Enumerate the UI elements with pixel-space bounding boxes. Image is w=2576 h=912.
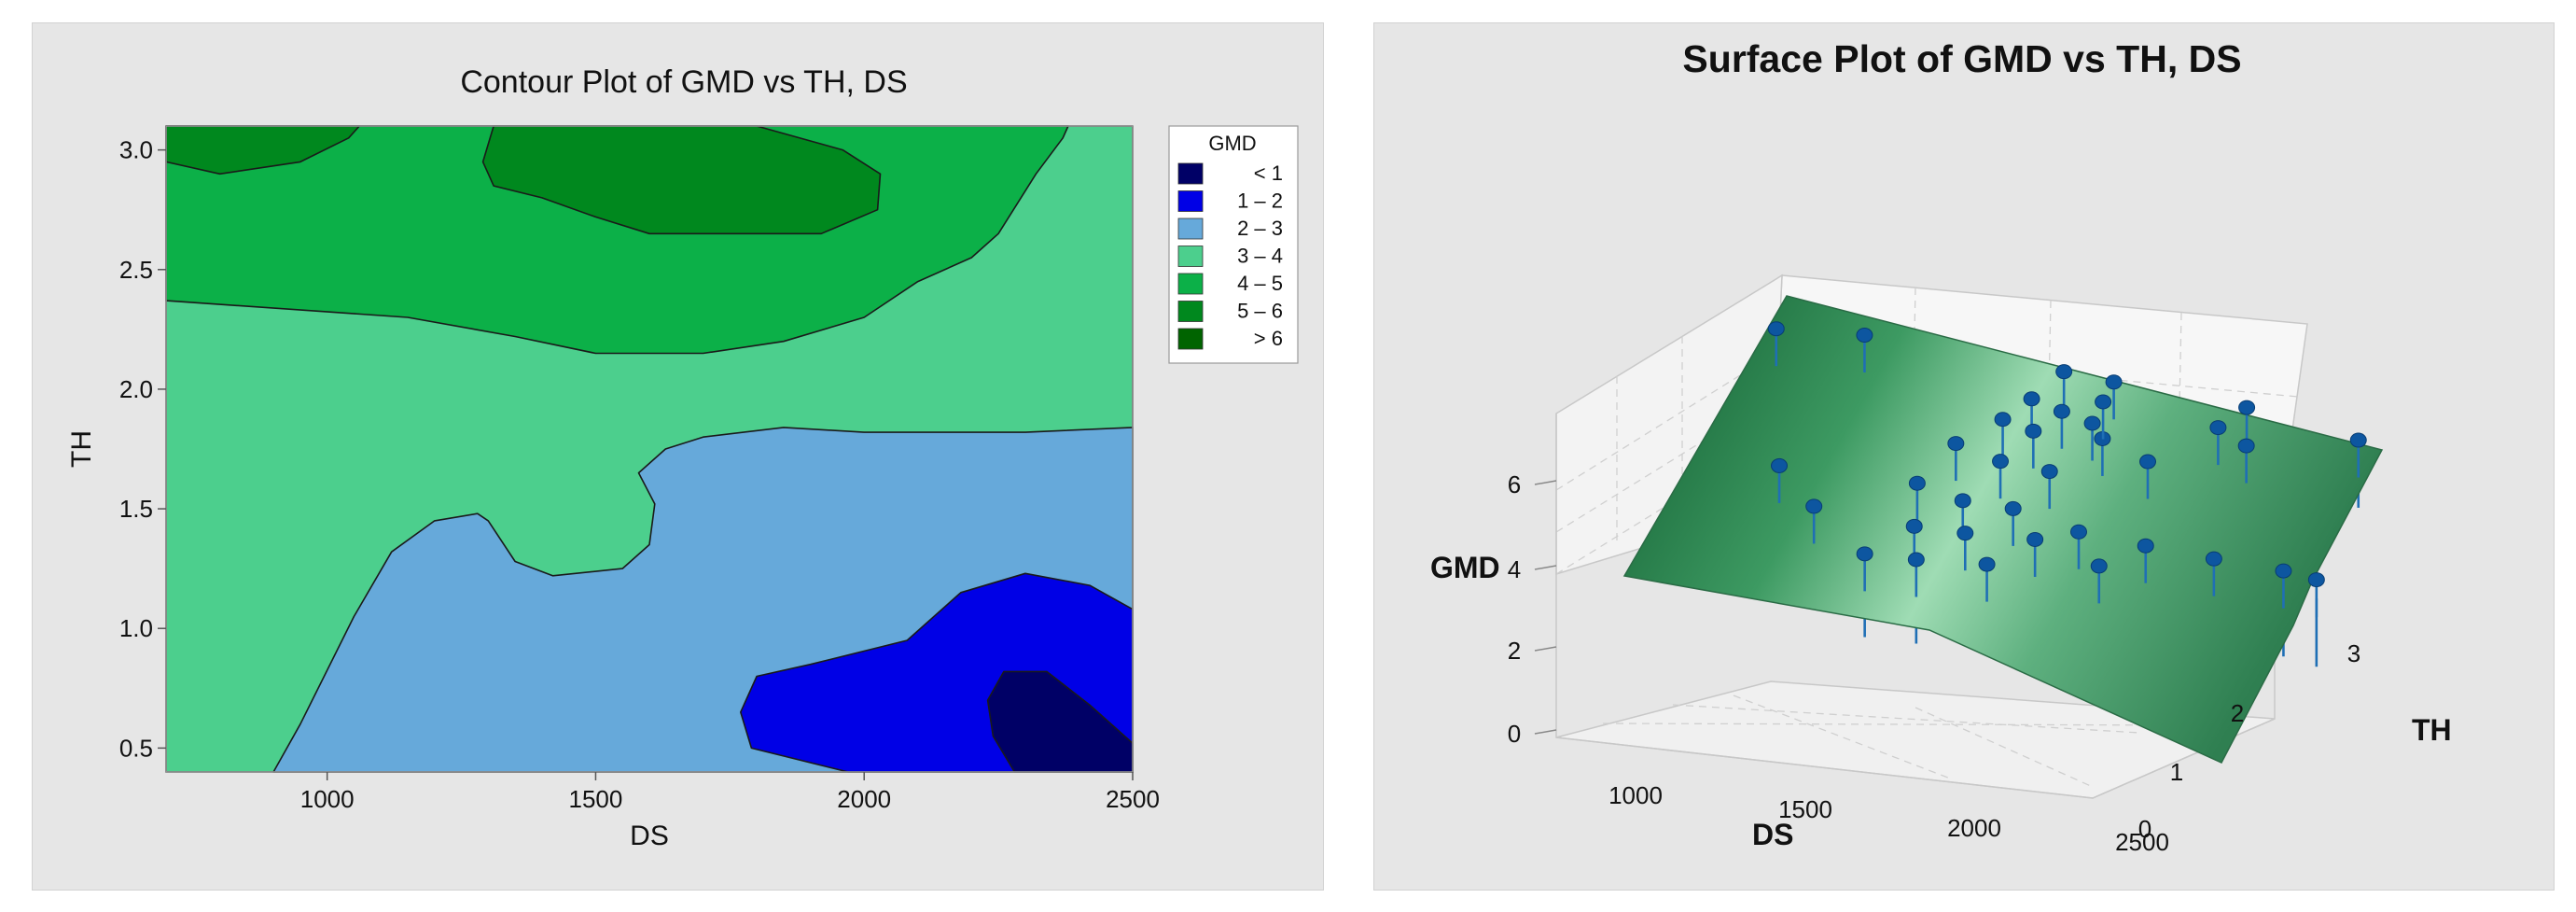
y-tick-label: 3.0 [119,136,153,164]
legend-swatch [1177,190,1204,212]
surface-y-axis: 0 1 2 3 [2138,639,2360,843]
data-point [2139,454,2157,470]
data-point [2095,394,2112,410]
contour-legend: GMD < 1 1 – 2 2 – 3 3 – 4 4 – 5 5 – 6 > 6 [1168,125,1299,364]
data-point [1907,552,1925,568]
legend-entry-label: 2 – 3 [1237,217,1283,240]
surface-x-axis: 1000 1500 2000 2500 [1608,781,2169,856]
data-point [2070,524,2088,540]
data-point [1956,526,1974,541]
surface-plot-title: Surface Plot of GMD vs TH, DS [1682,37,2241,80]
data-point [1908,475,1926,491]
surface-x-axis-label: DS [1752,818,1793,851]
legend-entry-label: 1 – 2 [1237,189,1283,213]
x-tick-label: 2500 [1106,785,1160,813]
data-point [2238,400,2256,415]
x-tick-label: 2000 [1947,814,2001,842]
y-tick-label: 0 [2138,815,2151,843]
data-point [2004,500,2022,516]
data-point [2105,374,2123,390]
y-tick-label: 1.0 [119,614,153,642]
contour-y-axis-label: TH [66,430,97,468]
x-tick-label: 1500 [569,785,623,813]
data-point [2137,538,2154,554]
legend-swatch [1177,273,1204,295]
legend-swatch [1177,217,1204,240]
contour-plot-panel: Contour Plot of GMD vs TH, DS 1000 1500 20… [32,22,1324,891]
data-point [2026,531,2044,547]
legend-entry-label: 3 – 4 [1237,245,1283,268]
contour-y-axis: 0.5 1.0 1.5 2.0 2.5 3.0 [119,136,166,762]
data-point [1856,328,1873,344]
data-point [1905,518,1923,534]
contour-regions [165,125,1134,773]
y-tick-label: 1 [2170,758,2183,786]
z-tick-mark [1534,729,1557,735]
y-tick-label: 0.5 [119,734,153,762]
legend-swatch [1177,162,1204,185]
legend-swatch [1177,246,1204,267]
data-point [2055,364,2073,380]
legend-entry-label: < 1 [1254,161,1283,185]
data-point [1954,493,1971,509]
y-tick-label: 1.5 [119,495,153,523]
data-point [1994,412,2012,428]
data-point [2053,403,2070,419]
legend-entry-label: 4 – 5 [1237,272,1283,295]
z-tick-label: 4 [1508,555,1521,583]
z-tick-label: 0 [1508,720,1521,748]
data-point [2205,551,2222,567]
data-point [1947,436,1965,452]
legend-entry-label: 5 – 6 [1237,300,1283,323]
z-tick-mark [1534,480,1557,485]
data-point [2237,438,2255,454]
data-point [2209,420,2227,436]
data-point [1978,556,1996,572]
x-tick-label: 2500 [2115,828,2169,856]
data-point [2023,391,2040,407]
surface-z-axis-label: GMD [1430,551,1500,584]
surface-plot-panel: Surface Plot of GMD vs TH, DS [1373,22,2555,891]
z-tick-label: 6 [1508,470,1521,498]
data-point [2083,415,2101,431]
contour-x-axis-label: DS [630,821,669,851]
surface-data-points [1767,321,2367,618]
surface-y-axis-label: TH [2412,713,2452,747]
z-tick-mark [1534,646,1557,652]
data-point [2349,432,2367,448]
data-point [2040,464,2058,480]
data-point [2275,563,2292,579]
z-tick-label: 2 [1508,637,1521,665]
z-tick-mark [1534,565,1557,570]
x-tick-label: 1000 [1608,781,1663,809]
data-point [2090,558,2108,574]
data-point [2025,423,2042,439]
surface-plot: Surface Plot of GMD vs TH, DS [1430,37,2452,856]
legend-swatch [1177,328,1204,350]
legend-swatch [1177,301,1204,322]
contour-region [481,125,882,235]
y-tick-label: 2 [2231,699,2244,727]
legend-title: GMD [1208,132,1256,155]
contour-x-axis: 1000 1500 2000 2500 [300,772,1160,813]
x-tick-label: 1500 [1778,795,1832,823]
data-point [1992,454,2010,470]
surface-z-axis: 0 2 4 6 [1508,470,1557,748]
x-tick-label: 1000 [300,785,355,813]
data-point [1805,498,1823,514]
contour-plot-title: Contour Plot of GMD vs TH, DS [460,64,907,100]
y-tick-label: 2.5 [119,256,153,284]
y-tick-label: 3 [2347,639,2360,667]
data-point [1767,321,1785,337]
data-point [1771,457,1789,473]
legend-entry-label: > 6 [1254,327,1283,350]
x-tick-label: 2000 [837,785,891,813]
data-point [1856,546,1873,562]
fitted-surface [1622,295,2384,764]
contour-plot-frame [165,125,1134,773]
y-tick-label: 2.0 [119,375,153,403]
contour-plot: Contour Plot of GMD vs TH, DS 1000 1500 20… [66,64,1299,851]
data-point [2307,572,2325,588]
